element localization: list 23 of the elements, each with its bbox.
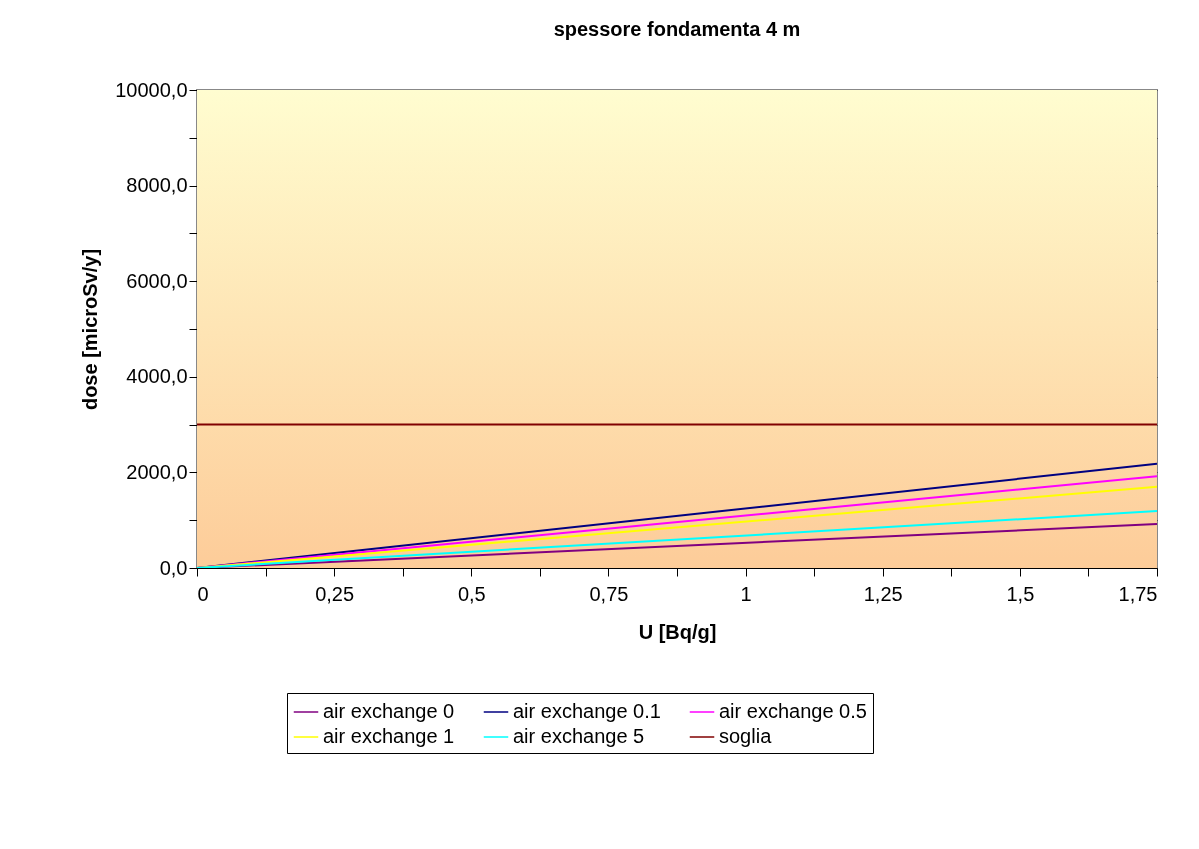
x-tick-label: 1,25 — [863, 582, 903, 605]
legend-label: air exchange 1 — [323, 725, 455, 747]
x-axis-title: U [Bq/g] — [638, 620, 717, 643]
x-tick-label: 1,5 — [1006, 582, 1035, 605]
y-axis-title: dose [microSv/y] — [79, 248, 102, 411]
chart-title: spessore fondamenta 4 m — [553, 18, 801, 40]
y-tick-label: 8000,0 — [126, 174, 188, 197]
x-tick-label: 1 — [740, 582, 752, 605]
y-tick-label: 0,0 — [159, 556, 188, 579]
x-tick-label: 0 — [197, 582, 209, 605]
legend-label: air exchange 0 — [323, 700, 455, 722]
x-tick-label: 0,75 — [589, 582, 629, 605]
legend-label: soglia — [719, 725, 773, 747]
y-tick-label: 6000,0 — [126, 269, 188, 292]
y-tick-label: 2000,0 — [126, 460, 188, 483]
legend-label: air exchange 5 — [513, 725, 645, 747]
y-tick-label: 4000,0 — [126, 365, 188, 388]
x-tick-label: 0,5 — [457, 582, 486, 605]
x-tick-label: 0,25 — [315, 582, 355, 605]
legend-label: air exchange 0.5 — [719, 700, 867, 722]
legend-label: air exchange 0.1 — [513, 700, 661, 722]
y-tick-label: 10000,0 — [115, 78, 188, 101]
x-tick-label: 1,75 — [1118, 582, 1158, 605]
